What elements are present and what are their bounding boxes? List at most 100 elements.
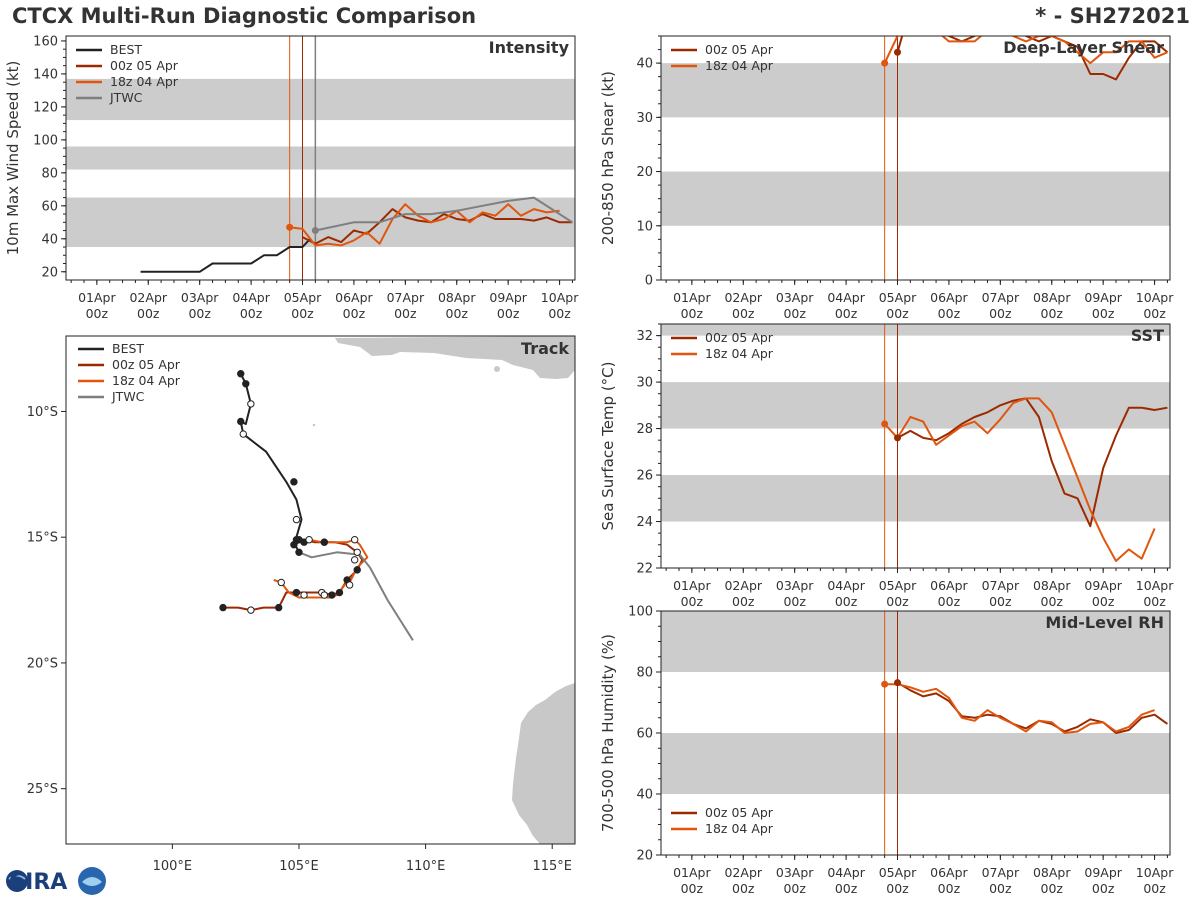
y-tick-label: 24 (636, 515, 653, 530)
track-jtwc (298, 551, 414, 641)
y-axis-label: 10m Max Wind Speed (kt) (4, 61, 22, 256)
series-line-18z-04-apr (289, 203, 560, 247)
y-axis-label: 200-850 hPa Shear (kt) (599, 71, 617, 245)
track-position (275, 603, 283, 612)
australia-coast (512, 683, 575, 844)
panel-intensity: 2040608010012014016001Apr00z02Apr00z03Ap… (4, 34, 579, 321)
y-tick-label: 28 (636, 422, 653, 437)
legend-label: 00z 05 Apr (705, 805, 774, 820)
init-marker (881, 680, 889, 688)
axes-frame (660, 323, 1171, 569)
x-tick-label: 00z (732, 306, 755, 321)
panel-rh: 2040608010001Apr00z02Apr00z03Apr00z04Apr… (599, 605, 1174, 897)
shaded-band (661, 733, 1170, 794)
y-tick-label: 0 (645, 274, 653, 289)
axes-frame (65, 35, 576, 281)
x-tick-label: 00z (1143, 881, 1166, 896)
x-tick-label: 09Apr (1084, 865, 1122, 880)
x-tick-label: 01Apr (673, 865, 711, 880)
legend-label: 18z 04 Apr (705, 58, 774, 73)
legend-label: 00z 05 Apr (112, 357, 181, 372)
track-position (328, 591, 336, 599)
x-tick-label: 02Apr (129, 290, 167, 305)
x-tick-label: 05Apr (284, 290, 322, 305)
x-tick-label: 06Apr (930, 578, 968, 593)
x-tick-label: 00z (783, 594, 806, 609)
x-tick-label: 00z (394, 306, 417, 321)
shaded-band (661, 63, 1170, 118)
y-axis-label: Sea Surface Temp (°C) (599, 361, 617, 530)
y-tick-label: 32 (636, 329, 653, 344)
series-line-00z-05-apr (897, 397, 1168, 528)
track-position (247, 606, 255, 614)
x-tick-label: 00z (240, 306, 263, 321)
x-tick-label: 100°E (153, 859, 193, 874)
axes-frame (65, 335, 576, 845)
track-position (237, 417, 245, 426)
x-tick-label: 04Apr (827, 865, 865, 880)
panel-title: Intensity (489, 38, 570, 57)
track-position (350, 536, 359, 544)
shaded-band (661, 611, 1170, 672)
track-position (239, 430, 247, 438)
x-tick-label: 00z (681, 594, 704, 609)
init-marker (311, 227, 319, 235)
init-marker (881, 59, 889, 67)
x-tick-label: 00z (835, 594, 858, 609)
x-tick-label: 02Apr (724, 578, 762, 593)
y-tick-label: 20 (41, 265, 58, 280)
x-tick-label: 05Apr (879, 865, 917, 880)
x-tick-label: 06Apr (930, 290, 968, 305)
x-tick-label: 03Apr (776, 578, 814, 593)
shaded-band (66, 78, 575, 121)
x-tick-label: 00z (989, 306, 1012, 321)
y-tick-label: 40 (41, 232, 58, 247)
x-tick-label: 07Apr (982, 865, 1020, 880)
x-tick-label: 10Apr (541, 290, 579, 305)
y-tick-label: 10°S (27, 405, 58, 420)
legend-label: BEST (110, 42, 142, 57)
series-group (884, 681, 1168, 734)
x-tick-label: 110°E (406, 859, 446, 874)
y-tick-label: 140 (33, 67, 58, 82)
x-tick-label: 00z (1143, 306, 1166, 321)
logo-text: CIRA (9, 870, 67, 895)
y-tick-label: 15°S (27, 531, 58, 546)
track-position (295, 548, 303, 556)
x-tick-label: 08Apr (1033, 865, 1071, 880)
x-tick-label: 02Apr (724, 290, 762, 305)
track-position (353, 566, 361, 574)
y-tick-label: 120 (33, 100, 58, 115)
y-tick-label: 160 (33, 34, 58, 49)
x-tick-label: 105°E (279, 859, 319, 874)
panel-track: 100°E 105°E 110°E 115°E 10°S 15°S 20°S 25°S Trac… (27, 335, 576, 874)
y-tick-label: 22 (636, 562, 653, 577)
track-position (237, 370, 245, 378)
series-line-18z-04-apr (883, 36, 1168, 65)
x-tick-label: 08Apr (1033, 290, 1071, 305)
x-tick-label: 03Apr (776, 290, 814, 305)
x-tick-label: 00z (681, 306, 704, 321)
track-position (300, 591, 308, 599)
x-tick-label: 09Apr (1084, 290, 1122, 305)
series-line-best (140, 238, 311, 273)
x-tick-label: 00z (548, 306, 571, 321)
x-tick-label: 00z (343, 306, 366, 321)
legend-label: 00z 05 Apr (705, 330, 774, 345)
legend-label: 18z 04 Apr (705, 821, 774, 836)
x-tick-label: 00z (291, 306, 314, 321)
x-tick-label: 00z (989, 594, 1012, 609)
legend-label: 18z 04 Apr (705, 346, 774, 361)
panel-title: SST (1131, 326, 1164, 345)
x-tick-label: 04Apr (827, 578, 865, 593)
x-tick-label: 07Apr (982, 578, 1020, 593)
track-position (295, 536, 303, 544)
x-tick-label: 10Apr (1136, 578, 1174, 593)
panel-title: Track (521, 339, 569, 358)
x-tick-label: 04Apr (827, 290, 865, 305)
track-position (292, 588, 301, 597)
track-position (320, 591, 328, 599)
x-tick-label: 07Apr (387, 290, 425, 305)
x-tick-label: 00z (1041, 306, 1064, 321)
